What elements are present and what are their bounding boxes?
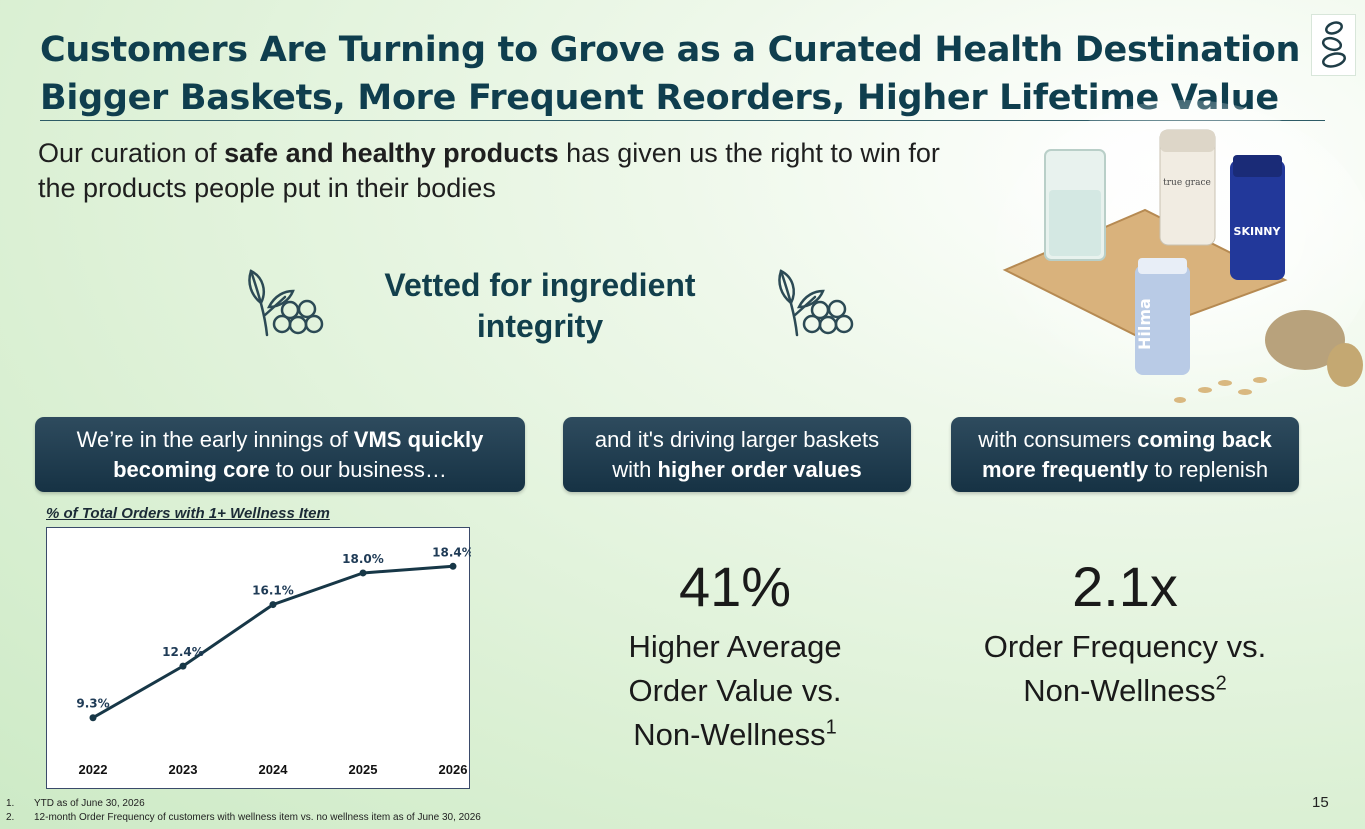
stat-frequency-line-1: Order Frequency vs. [983, 629, 1267, 664]
pill-2-pre: and it's driving larger baskets with [594, 426, 880, 482]
pill-3-bold: coming back more frequently [981, 426, 1272, 482]
wellness-orders-chart: 9.3% 2022 12.4% 2023 16.1% 2024 18.0% 2025 18.4%… [46, 527, 471, 789]
stat-frequency-value: 2.1x [1072, 555, 1178, 618]
data-label: 18.4% [432, 545, 471, 559]
footnotes: 1. YTD as of June 30, 2026 2. 12-month Ord… [6, 797, 481, 825]
pill-1-pre: We’re in the early innings of [76, 426, 354, 452]
stat-aov-line-1: Higher Average [628, 629, 842, 664]
pill-2-bold: higher order values [657, 456, 862, 482]
intro-part-2: has given us the right to win for the pr… [38, 138, 940, 203]
stat-frequency-line-2: Non-Wellness [1023, 673, 1216, 708]
vetted-line-2: integrity [476, 308, 604, 344]
data-label: 12.4% [162, 645, 204, 659]
intro-part-1: Our curation of [38, 138, 225, 168]
pill-higher-order-values: and it's driving larger baskets with hig… [563, 417, 911, 492]
stat-aov-value: 41% [678, 555, 792, 618]
stat-aov-line-3: Non-Wellness [633, 717, 826, 752]
data-label: 16.1% [252, 584, 294, 598]
chart-svg: 9.3% 2022 12.4% 2023 16.1% 2024 18.0% 2025 18.4%… [76, 545, 471, 777]
stat-frequency-label: Order Frequency vs. Non-Wellness2 [950, 625, 1300, 713]
pill-vms-core: We’re in the early innings of VMS quickl… [35, 417, 525, 492]
supplement-bottles-photo: true grace SKINNY Hilma [995, 100, 1365, 403]
data-point [359, 569, 367, 577]
stat-aov-footnote-ref: 1 [825, 716, 837, 739]
x-tick-label: 2026 [439, 762, 468, 777]
page-number: 15 [1312, 794, 1329, 811]
pill-3-pre: with consumers [978, 426, 1138, 452]
data-point [89, 714, 97, 722]
title-divider [40, 120, 1325, 121]
vetted-heading: Vetted for ingredient integrity [340, 265, 740, 347]
stat-aov-label: Higher Average Order Value vs. Non-Welln… [560, 625, 910, 757]
svg-text:Hilma: Hilma [1135, 298, 1154, 350]
intro-bold: safe and healthy products [224, 138, 559, 168]
x-tick-label: 2024 [259, 762, 289, 777]
chart-caption: % of Total Orders with 1+ Wellness Item [46, 505, 330, 522]
page-title: Customers Are Turning to Grove as a Cura… [40, 26, 1347, 122]
x-tick-label: 2023 [169, 762, 198, 777]
x-tick-label: 2025 [349, 762, 378, 777]
title-line-1: Customers Are Turning to Grove as a Cura… [40, 30, 1347, 70]
data-point [179, 662, 187, 670]
footnote-1-num: 1. [6, 798, 15, 809]
data-point [449, 562, 457, 570]
vetted-line-1: Vetted for ingredient [384, 267, 696, 303]
data-point [269, 601, 277, 609]
title-line-2: Bigger Baskets, More Frequent Reorders, … [40, 78, 1279, 118]
footnote-1: 1. YTD as of June 30, 2026 [6, 797, 481, 811]
leaf-berries-icon [778, 269, 854, 337]
data-label: 9.3% [76, 697, 109, 711]
intro-text: Our curation of safe and healthy product… [38, 136, 958, 206]
stat-frequency-footnote-ref: 2 [1215, 672, 1227, 695]
pill-1-bold: VMS quickly becoming core [113, 426, 484, 482]
footnote-2-num: 2. [6, 812, 15, 823]
svg-text:true grace: true grace [1163, 178, 1211, 188]
pill-coming-back: with consumers coming back more frequent… [951, 417, 1299, 492]
stat-aov-line-2: Order Value vs. [628, 673, 842, 708]
grove-leaf-logo-icon [1311, 14, 1356, 76]
data-label: 18.0% [342, 552, 384, 566]
pill-1-post: to our business… [269, 456, 447, 482]
pill-3-post: to replenish [1148, 456, 1269, 482]
svg-text:SKINNY: SKINNY [1234, 225, 1282, 238]
x-tick-label: 2022 [79, 762, 108, 777]
footnote-1-text: YTD as of June 30, 2026 [34, 798, 145, 809]
footnote-2-text: 12-month Order Frequency of customers wi… [34, 812, 481, 823]
footnote-2: 2. 12-month Order Frequency of customers … [6, 811, 481, 825]
leaf-berries-icon [248, 269, 324, 337]
